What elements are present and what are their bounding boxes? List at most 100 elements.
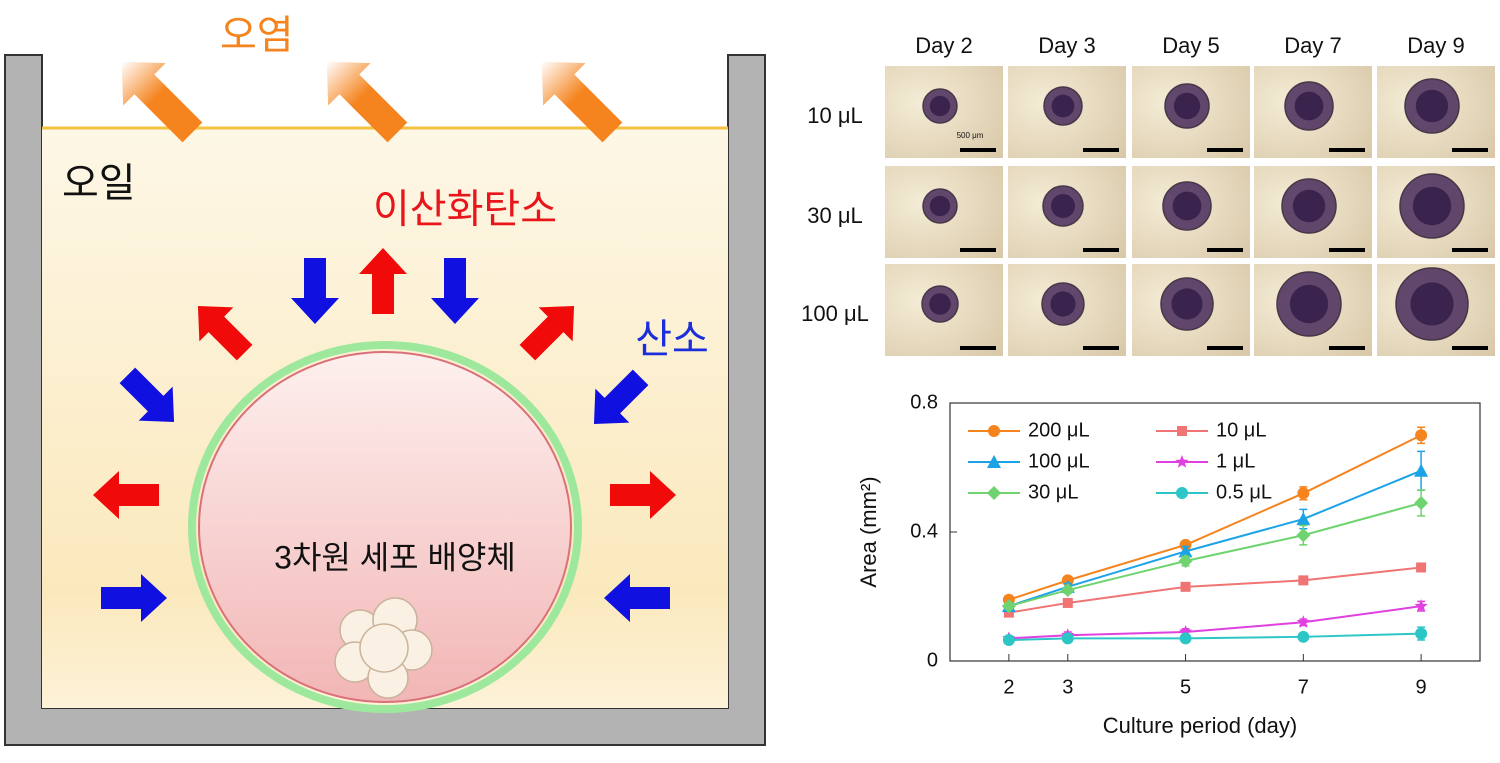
x-tick-label: 9 xyxy=(1416,676,1427,698)
spheroid-core xyxy=(1171,288,1203,320)
x-tick-label: 3 xyxy=(1062,676,1073,698)
scale-bar xyxy=(1207,148,1243,152)
marker xyxy=(1297,487,1310,500)
gas-arrow xyxy=(291,258,339,324)
gas-arrow xyxy=(359,248,407,314)
scale-bar xyxy=(960,148,996,152)
scale-bar xyxy=(1452,148,1488,152)
oil-label: 오일 xyxy=(62,162,136,206)
diagram: 오염 오일 이산화탄소 산소 3차원 세포 배양체 xyxy=(4,14,766,746)
y-tick-label: 0 xyxy=(927,649,938,671)
chart: Culture period (day) Area (mm²) 0 0.4 0.8 2… xyxy=(856,391,1481,738)
contamination-arrow xyxy=(326,61,408,143)
gas-arrow xyxy=(93,471,159,519)
legend-label: 30 μL xyxy=(1028,481,1078,503)
spheroid-core xyxy=(1289,284,1329,324)
marker xyxy=(1414,463,1429,477)
marker xyxy=(1414,599,1428,612)
legend-marker xyxy=(1177,426,1187,436)
row-label: 30 μL xyxy=(807,203,863,228)
oxygen-label: 산소 xyxy=(635,318,709,362)
scale-bar xyxy=(1452,248,1488,252)
marker xyxy=(1002,634,1015,647)
scale-bar xyxy=(1083,248,1119,252)
marker xyxy=(1178,624,1193,638)
legend-marker xyxy=(1176,487,1188,499)
column-label: Day 5 xyxy=(1162,33,1219,58)
spheroid-core xyxy=(929,95,951,117)
row-label: 100 μL xyxy=(801,301,869,326)
marker xyxy=(1060,583,1075,598)
image-grid: Day 2 Day 3 Day 5 Day 7 Day 9 10 μL 30 μL 100 μ… xyxy=(801,33,1495,356)
marker xyxy=(1296,512,1311,526)
marker xyxy=(1178,544,1193,558)
gas-arrow xyxy=(610,471,676,519)
marker xyxy=(1179,632,1192,645)
contamination-arrow xyxy=(541,61,623,143)
column-label: Day 9 xyxy=(1407,33,1464,58)
gas-arrow xyxy=(593,369,649,425)
y-axis-title: Area (mm²) xyxy=(856,476,881,587)
scale-bar xyxy=(1329,248,1365,252)
legend-marker xyxy=(987,486,1001,500)
marker xyxy=(1062,597,1073,608)
scale-bar xyxy=(960,248,996,252)
marker xyxy=(1061,632,1074,645)
spheroid-core xyxy=(1292,189,1326,223)
marker xyxy=(1296,615,1310,628)
x-tick-label: 5 xyxy=(1180,676,1191,698)
gas-arrow xyxy=(197,305,253,361)
gas-arrow xyxy=(604,574,670,622)
scale-bar xyxy=(1207,346,1243,350)
spheroid-core xyxy=(1410,282,1454,326)
legend-label: 100 μL xyxy=(1028,450,1090,472)
scale-bar xyxy=(1083,346,1119,350)
spheroid-core xyxy=(929,195,951,217)
y-tick-label: 0.4 xyxy=(910,520,938,542)
gas-arrow xyxy=(101,574,167,622)
gas-arrow xyxy=(119,367,175,423)
spheroid-core xyxy=(1051,194,1075,218)
arrows xyxy=(93,61,676,622)
marker xyxy=(1415,429,1428,442)
scale-bar xyxy=(1452,346,1488,350)
legend-label: 1 μL xyxy=(1216,450,1255,472)
spheroid-core xyxy=(1294,91,1324,121)
column-label: Day 3 xyxy=(1038,33,1095,58)
legend-marker xyxy=(1175,455,1189,468)
x-tick-label: 7 xyxy=(1298,676,1309,698)
marker xyxy=(1178,554,1193,569)
droplet-ring xyxy=(188,341,582,713)
spheroid-core xyxy=(1051,94,1075,118)
scale-bar xyxy=(1329,346,1365,350)
contamination-label: 오염 xyxy=(220,14,294,58)
row-label: 10 μL xyxy=(807,103,863,128)
gas-arrow xyxy=(519,305,575,361)
marker xyxy=(1180,581,1191,592)
scale-bar xyxy=(960,346,996,350)
spheroid-core xyxy=(1415,89,1449,123)
contamination-arrow xyxy=(121,61,203,143)
scale-bar xyxy=(1083,148,1119,152)
legend-label: 10 μL xyxy=(1216,419,1266,441)
culture-label: 3차원 세포 배양체 xyxy=(274,539,516,575)
column-label: Day 2 xyxy=(915,33,972,58)
legend-marker xyxy=(987,455,1001,468)
marker xyxy=(1416,562,1427,573)
spheroid-core xyxy=(1173,92,1201,120)
marker xyxy=(1297,630,1310,643)
scale-bar xyxy=(1329,148,1365,152)
x-axis-title: Culture period (day) xyxy=(1103,713,1297,738)
spheroid-core xyxy=(1172,191,1202,221)
y-tick-label: 0.8 xyxy=(910,391,938,413)
marker xyxy=(1298,575,1309,586)
column-label: Day 7 xyxy=(1284,33,1341,58)
gas-arrow xyxy=(431,258,479,324)
legend-marker xyxy=(988,425,1000,437)
x-tick-label: 2 xyxy=(1003,676,1014,698)
marker xyxy=(1001,599,1016,614)
marker xyxy=(1296,528,1311,543)
scale-label: 500 μm xyxy=(957,131,984,140)
